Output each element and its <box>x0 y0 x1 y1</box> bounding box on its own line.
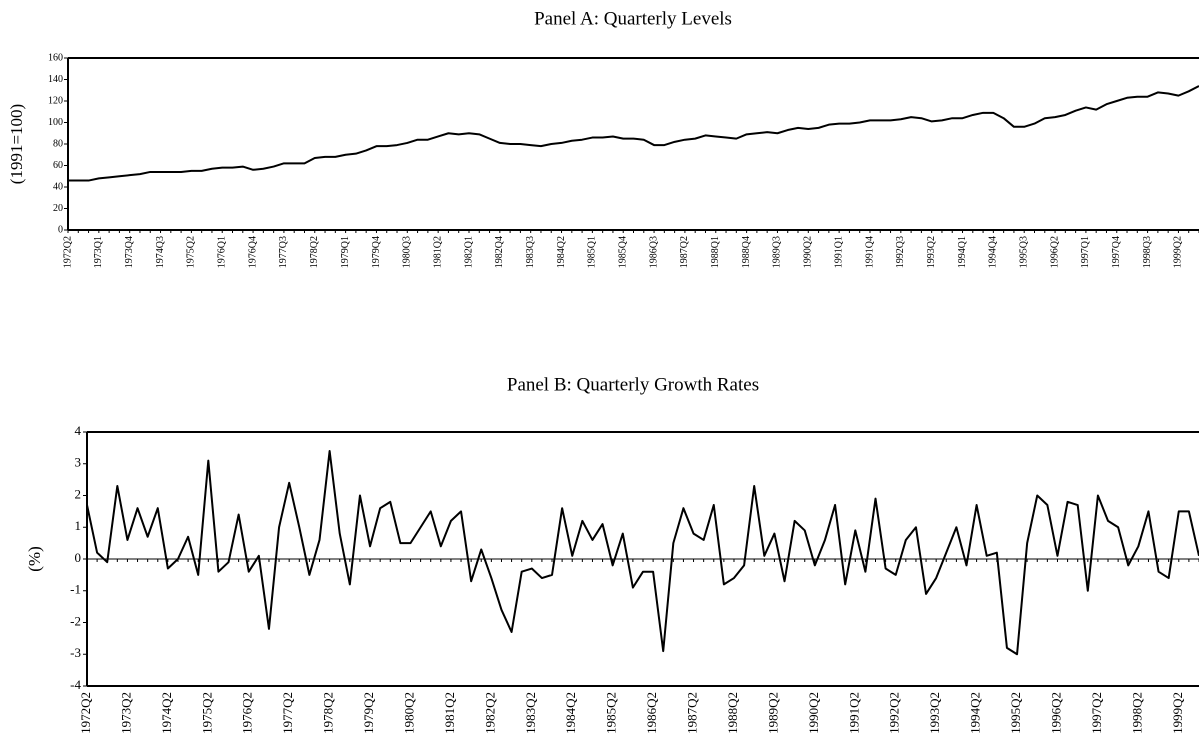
x-tick-label: 1984Q2 <box>556 236 567 268</box>
panel: Panel A: Quarterly Levels (1991=100) 0 20 40… <box>7 8 1199 268</box>
x-tick-label: 1973Q1 <box>93 236 104 268</box>
y-axis-label: (1991=100) <box>7 104 26 184</box>
x-tick-label: 1991Q4 <box>864 236 875 268</box>
y-tick-label: 0 <box>75 550 82 565</box>
x-tick-label: 1999Q2 <box>1173 236 1184 268</box>
x-tick-label: 1980Q3 <box>402 236 413 268</box>
x-tick-label: 1986Q3 <box>648 236 659 268</box>
x-tick-label: 1975Q2 <box>186 236 197 268</box>
x-tick-label: 1991Q2 <box>846 692 861 734</box>
x-tick-label: 1991Q1 <box>833 236 844 268</box>
y-tick-label: -3 <box>70 645 81 660</box>
y-tick-label: 160 <box>48 52 63 63</box>
x-tick-label: 1978Q2 <box>321 692 336 734</box>
x-tick-label: 1994Q1 <box>957 236 968 268</box>
x-tick-label: 1973Q4 <box>124 236 135 268</box>
y-tick-label: 120 <box>48 95 63 106</box>
x-tick-label: 1989Q3 <box>772 236 783 268</box>
y-tick-label: -4 <box>70 677 81 692</box>
x-tick-label: 1972Q2 <box>62 236 73 268</box>
x-tick-label: 1982Q1 <box>463 236 474 268</box>
x-tick-label: 1994Q4 <box>988 236 999 268</box>
x-tick-label: 1974Q3 <box>155 236 166 268</box>
data-line <box>86 450 1199 656</box>
x-tick-label: 1976Q1 <box>217 236 228 268</box>
x-tick-label: 1983Q3 <box>525 236 536 268</box>
x-tick-label: 1998Q3 <box>1142 236 1153 268</box>
x-tick-label: 1993Q2 <box>927 692 942 734</box>
x-tick-label: 1988Q2 <box>725 692 740 734</box>
x-tick-label: 1990Q2 <box>806 692 821 734</box>
y-tick-label: 2 <box>75 486 82 501</box>
x-tick-label: 1980Q2 <box>401 692 416 734</box>
x-tick-label: 1989Q2 <box>765 692 780 734</box>
x-tick-label: 1981Q2 <box>442 692 457 734</box>
x-tick-label: 1985Q4 <box>618 236 629 268</box>
x-tick-label: 1988Q4 <box>741 236 752 268</box>
y-tick-label: 60 <box>53 160 63 171</box>
x-tick-label: 1981Q2 <box>432 236 443 268</box>
x-tick-label: 1997Q4 <box>1111 236 1122 268</box>
x-tick-label: 1979Q2 <box>361 692 376 734</box>
x-tick-label: 1988Q1 <box>710 236 721 268</box>
x-tick-label: 1986Q2 <box>644 692 659 734</box>
x-tick-label: 1992Q3 <box>895 236 906 268</box>
data-line <box>68 85 1199 182</box>
panel: Panel B: Quarterly Growth Rates (%) -4 -3 -2… <box>25 374 1199 734</box>
y-tick-label: 3 <box>75 455 82 470</box>
x-tick-label: 1985Q1 <box>587 236 598 268</box>
y-tick-label: 40 <box>53 181 63 192</box>
y-tick-label: 80 <box>53 138 63 149</box>
y-axis-label: (%) <box>25 546 44 571</box>
x-tick-label: 1982Q4 <box>494 236 505 268</box>
x-tick-label: 1984Q2 <box>563 692 578 734</box>
y-tick-label: -1 <box>70 582 81 597</box>
y-tick-label: -2 <box>70 613 81 628</box>
y-tick-label: 20 <box>53 203 63 214</box>
x-tick-label: 1983Q2 <box>523 692 538 734</box>
x-tick-label: 1976Q2 <box>240 692 255 734</box>
x-tick-label: 1997Q1 <box>1080 236 1091 268</box>
y-tick-label: 140 <box>48 74 63 85</box>
y-tick-label: 4 <box>75 423 82 438</box>
x-tick-label: 1979Q1 <box>340 236 351 268</box>
x-tick-label: 1974Q2 <box>159 692 174 734</box>
x-tick-label: 1982Q2 <box>482 692 497 734</box>
x-tick-label: 1999Q2 <box>1170 692 1185 734</box>
panel-title: Panel B: Quarterly Growth Rates <box>507 374 759 395</box>
x-tick-label: 1996Q2 <box>1048 692 1063 734</box>
x-tick-label: 1990Q2 <box>803 236 814 268</box>
x-tick-label: 1977Q3 <box>278 236 289 268</box>
x-tick-label: 1998Q2 <box>1129 692 1144 734</box>
x-tick-label: 1973Q2 <box>118 692 133 734</box>
x-tick-label: 1995Q2 <box>1008 692 1023 734</box>
x-tick-label: 1972Q2 <box>78 692 93 734</box>
x-tick-label: 1975Q2 <box>199 692 214 734</box>
x-tick-label: 1987Q2 <box>685 692 700 734</box>
x-tick-label: 1976Q4 <box>247 236 258 268</box>
x-tick-label: 1992Q2 <box>887 692 902 734</box>
y-tick-label: 0 <box>58 224 63 235</box>
panel-title: Panel A: Quarterly Levels <box>534 8 732 29</box>
x-tick-label: 1985Q2 <box>604 692 619 734</box>
y-tick-label: 100 <box>48 117 63 128</box>
x-tick-label: 1996Q2 <box>1049 236 1060 268</box>
x-tick-label: 1993Q2 <box>926 236 937 268</box>
x-tick-label: 1978Q2 <box>309 236 320 268</box>
x-tick-label: 1994Q2 <box>968 692 983 734</box>
x-tick-label: 1995Q3 <box>1019 236 1030 268</box>
x-tick-label: 1997Q2 <box>1089 692 1104 734</box>
x-tick-label: 1977Q2 <box>280 692 295 734</box>
x-tick-label: 1979Q4 <box>371 236 382 268</box>
y-tick-label: 1 <box>75 518 82 533</box>
x-tick-label: 1987Q2 <box>679 236 690 268</box>
